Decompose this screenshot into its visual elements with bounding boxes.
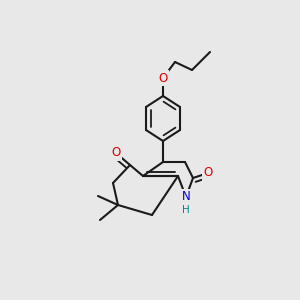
Text: N: N — [182, 190, 190, 203]
Text: O: O — [158, 71, 168, 85]
Text: O: O — [111, 146, 121, 160]
Text: O: O — [203, 167, 213, 179]
Text: H: H — [182, 205, 190, 215]
